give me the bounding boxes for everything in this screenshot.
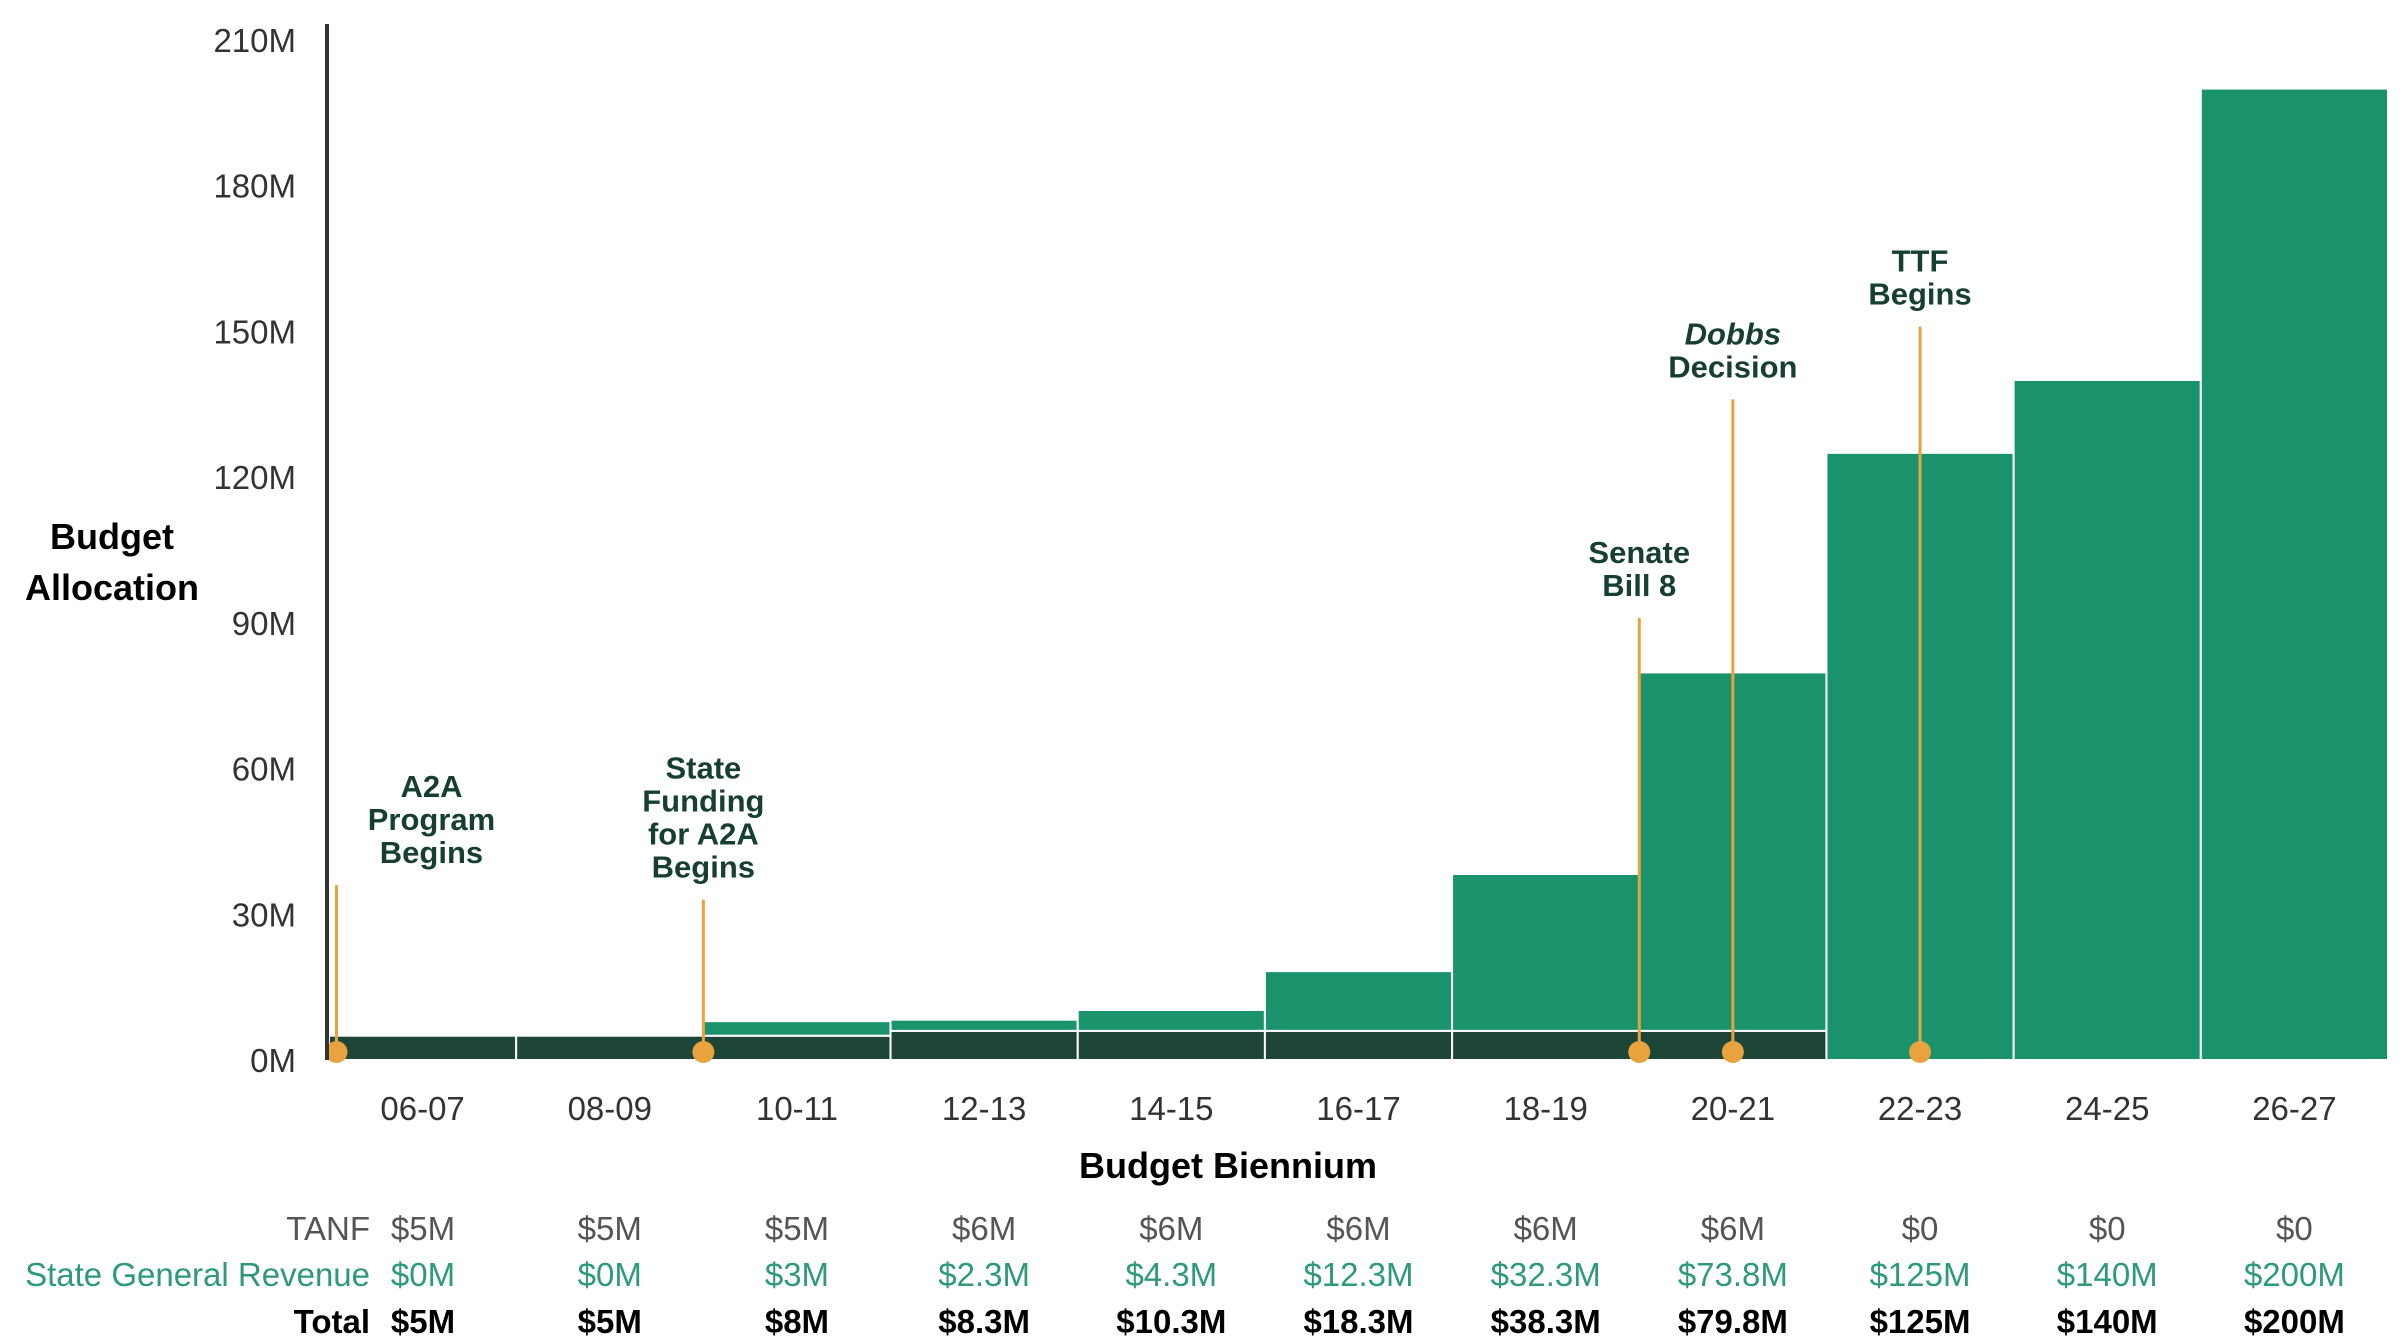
table-cell-total: $10.3M	[1116, 1303, 1226, 1340]
y-tick-label: 210M	[213, 22, 296, 59]
table-cell-total: $18.3M	[1303, 1303, 1413, 1340]
table-cell-tanf: $6M	[952, 1210, 1016, 1247]
table-cell-state-general-revenue: $0M	[578, 1256, 642, 1293]
table-cell-total: $5M	[391, 1303, 455, 1340]
annotation-text: Program	[368, 802, 495, 837]
bar-16-17-state-general-revenue	[1263, 970, 1454, 1032]
table-cell-state-general-revenue: $4.3M	[1125, 1256, 1217, 1293]
table-cell-tanf: $6M	[1139, 1210, 1203, 1247]
annotation-text: A2A	[400, 769, 462, 804]
bar-24-25-state-general-revenue	[2012, 379, 2202, 1061]
annotation-marker	[1909, 1041, 1932, 1063]
table-cell-total: $5M	[578, 1303, 642, 1340]
table-cell-total: $140M	[2057, 1303, 2158, 1340]
annotation-marker	[325, 1041, 348, 1063]
bar-10-11-state-general-revenue	[702, 1020, 892, 1037]
annotation-text: Begins	[1868, 277, 1971, 312]
annotation-text: Funding	[642, 784, 764, 819]
table-cell-tanf: $5M	[578, 1210, 642, 1247]
table-cell-total: $38.3M	[1491, 1303, 1601, 1340]
annotation-text: Bill 8	[1602, 568, 1676, 603]
table-cell-tanf: $0	[2276, 1210, 2313, 1247]
table-cell-total: $200M	[2244, 1303, 2345, 1340]
x-tick-label: 22-23	[1878, 1090, 1962, 1127]
y-ticks: 0M 30M 60M 90M 120M 150M 180M 210M	[213, 22, 296, 1079]
y-tick-label: 30M	[232, 896, 296, 933]
annotation-text: TTF	[1892, 244, 1949, 279]
annotation-text: Begins	[380, 835, 483, 870]
bar-14-15-state-general-revenue	[1076, 1008, 1266, 1032]
bar-26-27-state-general-revenue	[2199, 87, 2389, 1062]
table-cell-total: $8.3M	[938, 1303, 1030, 1340]
bar-12-13-state-general-revenue	[889, 1018, 1079, 1032]
annotation-text: Begins	[652, 850, 755, 885]
table-cell-total: $79.8M	[1678, 1303, 1788, 1340]
x-tick-label: 18-19	[1503, 1090, 1587, 1127]
x-ticks: 06-07 08-09 10-11 12-13 14-15 16-17 18-19 20-21…	[380, 1090, 2336, 1127]
x-tick-label: 14-15	[1129, 1090, 1213, 1127]
bars-group	[328, 87, 2389, 1062]
annotation-text: Dobbs	[1685, 316, 1781, 351]
table-cell-tanf: $6M	[1326, 1210, 1390, 1247]
table-cell-total: $8M	[765, 1303, 829, 1340]
table-cell-tanf: $0	[2089, 1210, 2126, 1247]
x-tick-label: 10-11	[756, 1090, 838, 1127]
x-axis-label: Budget Biennium	[1079, 1145, 1377, 1186]
annotation-marker	[692, 1041, 715, 1063]
bar-06-07-tanf	[328, 1034, 518, 1061]
table-cell-state-general-revenue: $2.3M	[938, 1256, 1030, 1293]
annotation-marker	[1721, 1041, 1744, 1063]
values-table: TANF $5M $5M $5M $6M $6M $6M $6M $6M $0 $0 $0 State …	[25, 1210, 2345, 1340]
x-tick-label: 06-07	[380, 1090, 464, 1127]
annotation-marker	[1628, 1041, 1651, 1063]
y-axis-label-line-2: Allocation	[25, 567, 199, 608]
table-cell-state-general-revenue: $125M	[1870, 1256, 1971, 1293]
x-tick-label: 26-27	[2252, 1090, 2336, 1127]
table-cell-state-general-revenue: $0M	[391, 1256, 455, 1293]
y-tick-label: 150M	[213, 313, 296, 350]
y-axis-label-line-1: Budget	[50, 516, 174, 557]
annotation-text: Senate	[1588, 535, 1690, 570]
table-cell-tanf: $0	[1902, 1210, 1939, 1247]
table-cell-tanf: $6M	[1701, 1210, 1765, 1247]
table-cell-tanf: $5M	[391, 1210, 455, 1247]
bar-14-15-tanf	[1076, 1029, 1266, 1062]
bar-18-19-tanf	[1451, 1029, 1641, 1062]
bar-16-17-tanf	[1263, 1029, 1454, 1062]
bar-18-19-state-general-revenue	[1451, 872, 1641, 1032]
x-tick-label: 12-13	[942, 1090, 1026, 1127]
table-cell-state-general-revenue: $73.8M	[1678, 1256, 1788, 1293]
y-tick-label: 60M	[232, 751, 296, 788]
table-row-label-tanf: TANF	[286, 1210, 370, 1247]
annotation-text: Decision	[1668, 349, 1797, 384]
annotation-text: State	[665, 751, 741, 786]
table-row-label-state-general-revenue: State General Revenue	[25, 1256, 370, 1293]
table-cell-state-general-revenue: $32.3M	[1491, 1256, 1601, 1293]
table-row-label-total: Total	[294, 1303, 370, 1340]
table-cell-state-general-revenue: $12.3M	[1303, 1256, 1413, 1293]
bar-08-09-tanf	[515, 1034, 705, 1061]
table-cell-tanf: $6M	[1514, 1210, 1578, 1247]
y-tick-label: 0M	[250, 1042, 296, 1079]
bar-10-11-tanf	[702, 1034, 892, 1061]
x-tick-label: 08-09	[568, 1090, 652, 1127]
table-cell-total: $125M	[1870, 1303, 1971, 1340]
y-tick-label: 120M	[213, 459, 296, 496]
y-tick-label: 180M	[213, 168, 296, 205]
table-cell-state-general-revenue: $140M	[2057, 1256, 2158, 1293]
bar-12-13-tanf	[889, 1029, 1079, 1062]
annotation-text: for A2A	[648, 817, 759, 852]
y-tick-label: 90M	[232, 605, 296, 642]
table-cell-state-general-revenue: $3M	[765, 1256, 829, 1293]
x-tick-label: 24-25	[2065, 1090, 2149, 1127]
x-tick-label: 16-17	[1316, 1090, 1400, 1127]
table-cell-tanf: $5M	[765, 1210, 829, 1247]
table-cell-state-general-revenue: $200M	[2244, 1256, 2345, 1293]
x-tick-label: 20-21	[1691, 1090, 1775, 1127]
